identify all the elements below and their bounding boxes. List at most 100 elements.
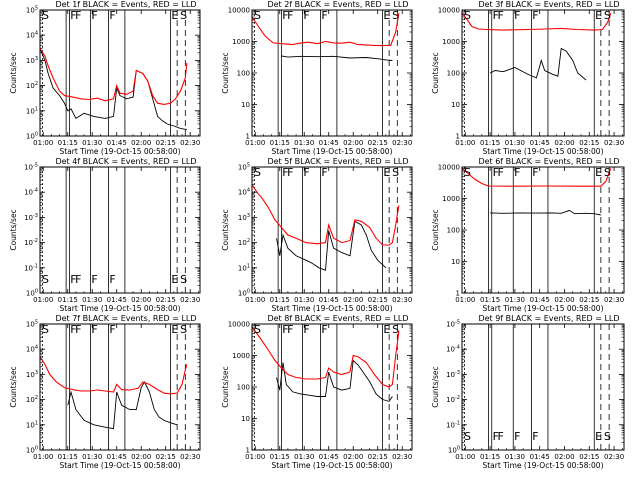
x-tick-label: 02:15: [156, 453, 176, 461]
y-axis-label: Counts/sec: [431, 209, 440, 250]
y-tick-label: 10-4: [24, 188, 38, 197]
y-axis-label: Counts/sec: [431, 366, 440, 407]
x-tick-label: 01:45: [107, 139, 127, 147]
x-tick-label: 01:15: [270, 453, 290, 461]
y-tick-label: 101: [238, 263, 250, 272]
events-series-line: [276, 359, 393, 402]
event-marker-label: S: [254, 323, 261, 336]
x-axis-label: Start Time (19-Oct-15 00:58:00): [59, 461, 180, 470]
events-series-line: [40, 48, 187, 131]
event-marker-label: S: [464, 166, 471, 179]
x-tick-label: 02:15: [579, 453, 599, 461]
panel-title: Det 4f BLACK = Events, RED = LLD: [55, 157, 196, 166]
lld-series-line: [252, 326, 400, 388]
x-tick-label: 01:00: [245, 453, 265, 461]
y-tick-label: 102: [26, 81, 38, 90]
panel-title: Det 8f BLACK = Events, RED = LLD: [267, 314, 408, 323]
events-series-line: [490, 209, 601, 216]
x-tick-label: 02:15: [368, 139, 388, 147]
event-marker-label: F: [493, 430, 499, 443]
event-marker-label: E: [383, 9, 390, 22]
x-axis-label: Start Time (19-Oct-15 00:58:00): [271, 147, 392, 156]
x-axis-label: Start Time (19-Oct-15 00:58:00): [482, 461, 603, 470]
y-tick-label: 105: [26, 6, 38, 15]
x-tick-label: 02:30: [604, 296, 624, 304]
event-marker-label: S: [254, 9, 261, 22]
panel-title: Det 9f BLACK = Events, RED = LLD: [478, 314, 619, 323]
y-tick-label: 100: [447, 70, 460, 78]
event-marker-label: F: [514, 430, 520, 443]
event-marker-label: F: [321, 9, 327, 22]
y-tick-label: 10: [451, 101, 460, 109]
events-series-line: [281, 55, 393, 61]
x-tick-label: 02:15: [368, 296, 388, 304]
x-tick-label: 02:30: [604, 139, 624, 147]
y-tick-label: 1000: [232, 352, 250, 360]
events-series-line: [67, 381, 178, 430]
x-tick-label: 01:30: [505, 296, 525, 304]
x-tick-label: 02:00: [554, 453, 574, 461]
event-marker-label: F: [287, 323, 293, 336]
y-tick-label: 10000: [228, 321, 250, 329]
event-marker-label: F: [514, 166, 520, 179]
y-axis-label: Counts/sec: [221, 366, 230, 407]
y-tick-label: 100: [237, 70, 250, 78]
event-marker-label: F: [109, 273, 115, 286]
x-tick-label: 02:15: [156, 139, 176, 147]
y-tick-label: 10: [451, 258, 460, 266]
y-tick-label: 10000: [438, 164, 460, 172]
y-tick-label: 1000: [232, 38, 250, 46]
x-tick-label: 01:00: [33, 139, 53, 147]
y-axis-label: Counts/sec: [221, 209, 230, 250]
event-marker-label: S: [464, 430, 471, 443]
x-axis-label: Start Time (19-Oct-15 00:58:00): [59, 304, 180, 313]
event-marker-label: S: [392, 323, 399, 336]
x-tick-label: 01:45: [530, 139, 550, 147]
x-tick-label: 01:30: [505, 453, 525, 461]
event-marker-label: S: [180, 9, 187, 22]
event-marker-label: F: [287, 166, 293, 179]
x-tick-label: 02:00: [343, 139, 363, 147]
event-marker-label: S: [42, 273, 49, 286]
y-tick-label: 1: [456, 290, 460, 298]
y-tick-label: 10-5: [446, 320, 460, 329]
events-series-line: [489, 47, 587, 81]
x-tick-label: 01:30: [505, 139, 525, 147]
y-tick-label: 100: [447, 227, 460, 235]
lld-series-line: [40, 48, 188, 105]
event-marker-label: S: [42, 323, 49, 336]
event-marker-label: S: [392, 9, 399, 22]
y-axis-label: Counts/sec: [221, 52, 230, 93]
y-tick-label: 102: [238, 238, 250, 247]
x-tick-label: 02:30: [180, 296, 200, 304]
event-marker-label: E: [171, 9, 178, 22]
x-tick-label: 01:45: [319, 139, 339, 147]
lld-series-line: [252, 184, 400, 246]
x-tick-label: 02:00: [131, 453, 151, 461]
event-marker-label: E: [595, 430, 602, 443]
panel-title: Det 7f BLACK = Events, RED = LLD: [55, 314, 196, 323]
y-tick-label: 105: [26, 320, 38, 329]
x-tick-label: 01:45: [319, 453, 339, 461]
x-tick-label: 02:30: [392, 139, 412, 147]
event-marker-label: S: [254, 166, 261, 179]
panel-title: Det 5f BLACK = Events, RED = LLD: [267, 157, 408, 166]
x-tick-label: 01:15: [270, 296, 290, 304]
event-marker-label: F: [514, 9, 520, 22]
x-tick-label: 01:45: [107, 453, 127, 461]
y-tick-label: 1000: [442, 38, 460, 46]
lld-series-line: [252, 13, 400, 47]
x-tick-label: 01:15: [58, 139, 78, 147]
x-tick-label: 02:30: [180, 139, 200, 147]
event-marker-label: S: [464, 9, 471, 22]
event-marker-label: F: [282, 9, 288, 22]
event-marker-label: F: [303, 166, 309, 179]
plot-frame: [39, 323, 201, 451]
x-tick-label: 01:45: [107, 296, 127, 304]
y-tick-label: 10-5: [24, 163, 38, 172]
